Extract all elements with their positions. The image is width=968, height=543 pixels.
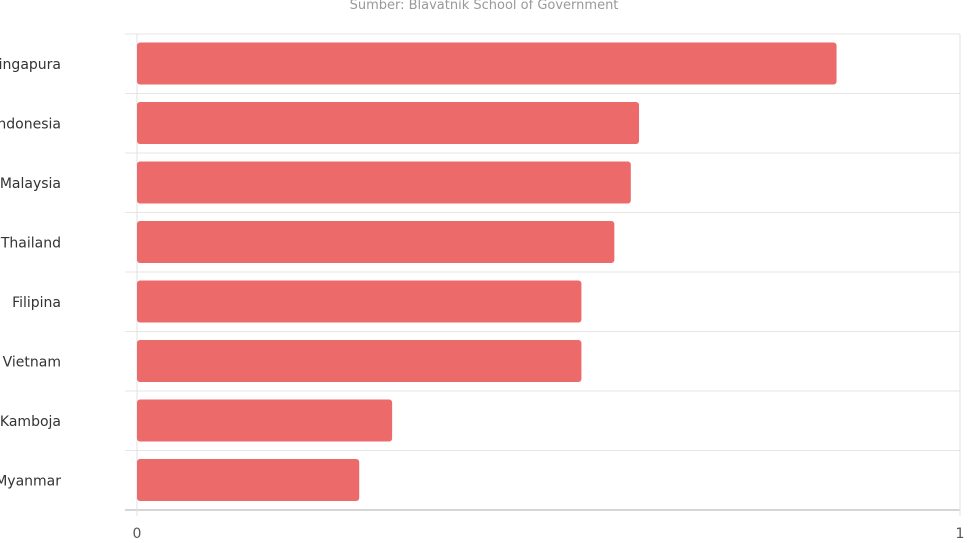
grid <box>125 33 961 516</box>
bar-filipina <box>137 280 582 323</box>
chart-subtitle: Sumber: Blavatnik School of Government <box>350 0 619 13</box>
x-tick-label: 1 <box>956 526 965 542</box>
bar-indonesia <box>137 102 640 144</box>
category-label: Malaysia <box>0 176 61 192</box>
category-label: Myanmar <box>0 473 61 489</box>
bars <box>137 42 837 501</box>
x-tick-label: 0 <box>133 526 142 542</box>
bar-thailand <box>137 221 615 263</box>
category-label: Thailand <box>0 235 61 251</box>
category-label: Kamboja <box>0 414 61 430</box>
bar-vietnam <box>137 340 582 382</box>
category-label: Indonesia <box>0 116 61 132</box>
category-label: Filipina <box>12 295 61 311</box>
category-label: Vietnam <box>3 354 61 370</box>
category-labels: Singapura Indonesia Malaysia Thailand Filipi… <box>0 57 61 490</box>
bar-myanmar <box>137 459 360 501</box>
category-label: Singapura <box>0 57 61 73</box>
bar-singapura <box>137 42 837 85</box>
bar-malaysia <box>137 161 631 204</box>
bar-kamboja <box>137 399 393 442</box>
